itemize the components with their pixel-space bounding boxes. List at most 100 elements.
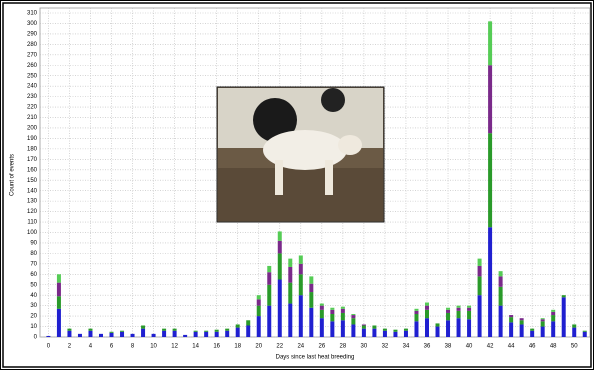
bar-segment [551, 312, 555, 315]
bar-segment [488, 227, 492, 337]
bar-segment [278, 241, 282, 254]
y-tick-label: 220 [27, 105, 38, 111]
bar-segment [520, 324, 524, 337]
bar-segment [299, 274, 303, 295]
bar-segment [120, 332, 124, 337]
y-tick-label: 80 [30, 251, 37, 257]
y-tick-label: 20 [30, 314, 37, 320]
bar-segment [541, 319, 545, 321]
bar-segment [478, 295, 482, 337]
y-tick-label: 90 [30, 241, 37, 247]
bar-segment [215, 332, 219, 337]
bar-segment [257, 299, 261, 305]
y-tick-label: 200 [27, 126, 38, 132]
y-tick-label: 240 [27, 84, 38, 90]
y-tick-label: 260 [27, 63, 38, 69]
bar-segment [362, 329, 366, 337]
bar-segment [88, 329, 92, 331]
bar-segment [499, 287, 503, 306]
bar-segment [372, 329, 376, 337]
bar-segment [267, 306, 271, 337]
bar-segment [46, 336, 50, 337]
x-tick-label: 16 [213, 344, 220, 350]
bar-segment [67, 331, 71, 337]
bar-segment [499, 271, 503, 276]
bar-segment [225, 329, 229, 331]
bar-segment [446, 308, 450, 310]
bar-segment [204, 331, 208, 332]
bar-segment [257, 295, 261, 299]
bar-segment [320, 304, 324, 306]
bar-segment [583, 332, 587, 337]
x-tick-label: 20 [255, 344, 262, 350]
x-tick-label: 42 [487, 344, 494, 350]
photo-floor [218, 168, 383, 221]
bar-segment [414, 311, 418, 314]
bar-segment [309, 276, 313, 283]
y-tick-label: 150 [27, 178, 38, 184]
bar-segment [457, 306, 461, 308]
y-tick-label: 10 [30, 324, 37, 330]
bar-segment [162, 329, 166, 331]
bar-segment [488, 133, 492, 227]
bar-segment [541, 327, 545, 337]
bar-segment [99, 334, 103, 337]
bar-segment [152, 334, 156, 337]
bar-segment [520, 318, 524, 320]
bar-segment [288, 283, 292, 304]
bar-segment [404, 331, 408, 337]
bar-segment [267, 285, 271, 306]
bar-segment [257, 316, 261, 337]
bar-segment [309, 308, 313, 337]
bar-segment [541, 321, 545, 326]
bar-segment [351, 315, 355, 318]
x-tick-label: 10 [150, 344, 157, 350]
bar-segment [330, 321, 334, 337]
bar-segment [478, 259, 482, 266]
x-tick-label: 36 [424, 344, 431, 350]
bar-segment [583, 331, 587, 332]
photo-cow-leg [325, 160, 333, 195]
photo-cow-head [338, 135, 362, 155]
bar-segment [425, 310, 429, 318]
x-tick-label: 50 [571, 344, 578, 350]
y-tick-label: 50 [30, 282, 37, 288]
bar-segment [362, 326, 366, 329]
bar-segment [110, 333, 114, 337]
y-axis-label: Count of events [10, 154, 16, 196]
bar-segment [341, 307, 345, 309]
bar-segment [110, 332, 114, 333]
photo-cow-leg [275, 160, 283, 195]
photo [217, 87, 384, 222]
bar-segment [509, 322, 513, 337]
bar-segment [57, 283, 61, 297]
bar-segment [162, 331, 166, 337]
y-tick-label: 250 [27, 73, 38, 79]
bar-segment [351, 314, 355, 315]
bar-segment [414, 309, 418, 311]
y-tick-label: 100 [27, 230, 38, 236]
bar-segment [341, 320, 345, 337]
bar-segment [404, 329, 408, 331]
bar-segment [436, 327, 440, 337]
bar-segment [436, 323, 440, 326]
x-tick-label: 12 [171, 344, 178, 350]
y-tick-label: 130 [27, 199, 38, 205]
bar-segment [267, 266, 271, 272]
y-tick-label: 30 [30, 303, 37, 309]
x-tick-label: 18 [234, 344, 241, 350]
bar-segment [88, 331, 92, 337]
y-tick-label: 70 [30, 261, 37, 267]
y-tick-label: 300 [27, 21, 38, 27]
x-tick-label: 22 [276, 344, 283, 350]
x-tick-label: 32 [382, 344, 389, 350]
y-tick-label: 170 [27, 157, 38, 163]
bar-segment [330, 308, 334, 310]
bar-segment [246, 320, 250, 325]
y-tick-label: 140 [27, 188, 38, 194]
bar-segment [299, 295, 303, 337]
bar-segment [393, 330, 397, 332]
y-tick-label: 290 [27, 31, 38, 37]
bar-segment [541, 318, 545, 319]
bar-segment [173, 331, 177, 337]
